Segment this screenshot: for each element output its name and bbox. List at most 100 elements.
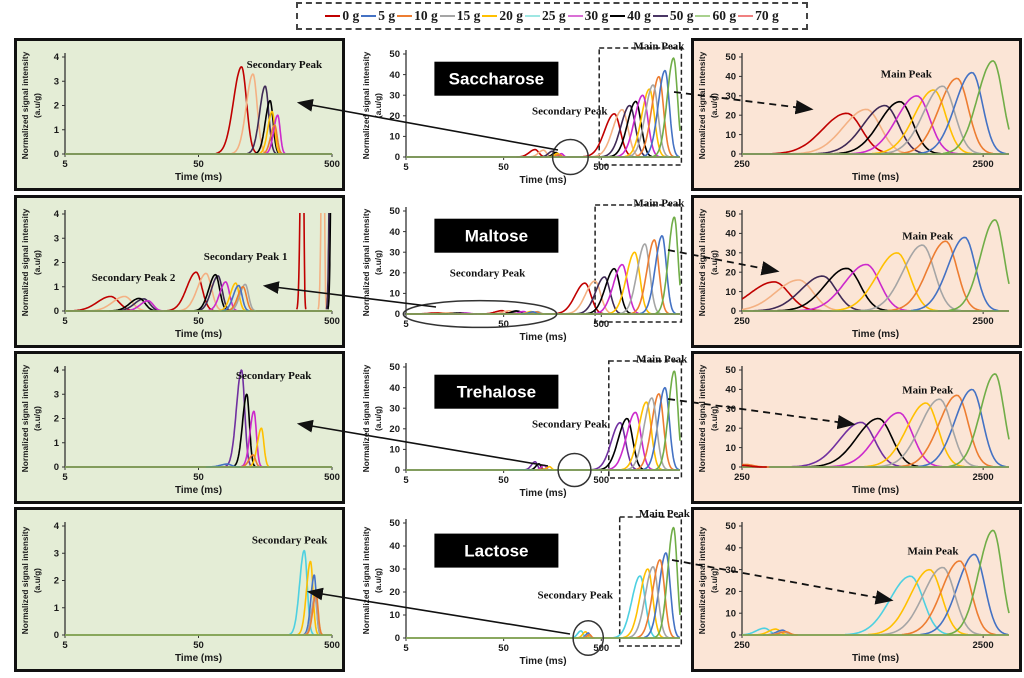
- y-axis-label-units: (a.u/g): [32, 406, 42, 431]
- y-axis-label: Normalized signal intensity: [697, 51, 707, 159]
- curves: [742, 60, 1010, 155]
- trehalose-middle-chart: 0 10 20 30 40 50 5 50 500 Time (ms) Normalized sig…: [361, 354, 688, 499]
- secondary-peak-circle: [572, 619, 605, 657]
- y-tick-label: 0: [395, 152, 400, 163]
- y-tick-label: 20: [389, 587, 400, 598]
- y-tick-label: 10: [389, 289, 400, 300]
- x-tick-label: 500: [593, 319, 609, 330]
- legend-item: 15 g: [439, 8, 480, 24]
- legend-item-label: 25 g: [541, 8, 566, 23]
- peak-annotation: Secondary Peak: [532, 419, 608, 431]
- y-tick-label: 40: [389, 541, 400, 552]
- saccharose-left-chart: 0 1 2 3 4 5 50 500 Time (ms) Normalized signal in…: [20, 51, 340, 183]
- x-tick-label: 500: [324, 316, 340, 327]
- legend-item-label: 20 g: [499, 8, 523, 23]
- y-tick-label: 50: [725, 365, 736, 376]
- y-tick-label: 0: [395, 309, 400, 320]
- legend-item-label: 70 g: [755, 8, 779, 23]
- x-tick-label: 5: [62, 472, 68, 483]
- sugar-title: Trehalose: [457, 383, 536, 402]
- curves: [65, 66, 332, 155]
- x-axis-label: Time (ms): [175, 172, 222, 183]
- x-axis-label: Time (ms): [175, 329, 222, 340]
- y-axis-label-units: (a.u/g): [373, 568, 383, 593]
- sugar-title: Lactose: [464, 542, 528, 561]
- peak-annotation: Main Peak: [636, 354, 688, 366]
- legend-item: 70 g: [738, 8, 779, 24]
- peak-annotation: Main Peak: [908, 546, 960, 558]
- y-tick-label: 0: [731, 306, 736, 317]
- y-tick-label: 30: [389, 403, 400, 414]
- peak-annotation: Secondary Peak: [450, 268, 526, 280]
- y-tick-label: 10: [725, 130, 736, 141]
- x-tick-label: 2500: [973, 472, 994, 483]
- y-tick-label: 40: [725, 72, 736, 83]
- y-axis-label-units: (a.u/g): [32, 250, 42, 275]
- peak-annotation: Main Peak: [633, 41, 685, 53]
- maltose-middle-chart: 0 10 20 30 40 50 5 50 500 Time (ms) Normalized sig…: [361, 198, 685, 343]
- sugar-title: Saccharose: [449, 70, 544, 89]
- peak-annotation: Main Peak: [639, 508, 690, 520]
- panel-lactose-left: 0 1 2 3 4 5 50 500 Time (ms) Normalized signal in…: [14, 507, 345, 672]
- y-tick-label: 40: [725, 543, 736, 554]
- y-tick-label: 2: [54, 576, 59, 587]
- x-tick-label: 2500: [973, 316, 994, 327]
- legend-color-dash-icon: [524, 15, 540, 17]
- legend-item: 5 g: [361, 8, 395, 24]
- y-tick-label: 50: [725, 209, 736, 220]
- y-tick-label: 3: [54, 77, 59, 88]
- legend-color-dash-icon: [439, 15, 455, 17]
- curves: [65, 213, 332, 312]
- y-axis-label-units: (a.u/g): [373, 406, 383, 431]
- y-axis-label-units: (a.u/g): [373, 250, 383, 275]
- x-tick-label: 250: [734, 640, 750, 651]
- secondary-peak-circle: [557, 452, 592, 488]
- y-tick-label: 0: [54, 306, 59, 317]
- x-axis-label: Time (ms): [519, 332, 566, 343]
- y-axis-label: Normalized signal intensity: [697, 526, 707, 634]
- panel-lactose-right: 0 10 20 30 40 50 250 2500 Time (ms) Normalized si…: [691, 507, 1022, 672]
- x-tick-label: 5: [403, 162, 409, 173]
- x-axis-label: Time (ms): [852, 329, 899, 340]
- sugar-title-box: [434, 374, 559, 409]
- curves: [406, 57, 681, 158]
- legend-item: 10 g: [397, 8, 438, 24]
- x-axis-label: Time (ms): [852, 172, 899, 183]
- curves: [406, 216, 681, 315]
- y-tick-label: 50: [725, 52, 736, 63]
- curves: [406, 526, 681, 639]
- y-tick-label: 30: [389, 564, 400, 575]
- x-tick-label: 50: [498, 643, 509, 654]
- y-tick-label: 1: [54, 438, 60, 449]
- y-axis-label: Normalized signal intensity: [20, 364, 30, 472]
- y-tick-label: 30: [389, 247, 400, 258]
- trehalose-right-chart: 0 10 20 30 40 50 250 2500 Time (ms) Normalized si…: [697, 364, 1010, 496]
- legend-item-label: 60 g: [712, 8, 737, 23]
- x-axis-label: Time (ms): [175, 653, 222, 664]
- y-axis-label: Normalized signal intensity: [361, 208, 371, 316]
- panel-maltose-middle: 0 10 20 30 40 50 5 50 500 Time (ms) Normalized sig…: [358, 195, 690, 348]
- y-tick-label: 20: [389, 424, 400, 435]
- y-tick-label: 4: [54, 521, 60, 532]
- secondary-peak-circle: [551, 138, 589, 176]
- y-tick-label: 50: [389, 49, 400, 60]
- peak-annotation: Secondary Peak: [252, 535, 328, 547]
- peak-annotation: Main Peak: [633, 198, 685, 210]
- y-tick-label: 20: [725, 423, 736, 434]
- y-tick-label: 0: [54, 149, 59, 160]
- y-axis-label-units: (a.u/g): [32, 93, 42, 118]
- y-tick-label: 4: [54, 365, 60, 376]
- legend-item: 20 g: [482, 8, 523, 24]
- y-tick-label: 2: [54, 258, 59, 269]
- x-tick-label: 5: [403, 475, 409, 486]
- y-tick-label: 30: [725, 404, 736, 415]
- legend-item-label: 5 g: [378, 8, 396, 23]
- panel-maltose-right: 0 10 20 30 40 50 250 2500 Time (ms) Normalized si…: [691, 195, 1022, 348]
- x-tick-label: 50: [498, 319, 509, 330]
- y-axis-label: Normalized signal intensity: [20, 208, 30, 316]
- x-axis-label: Time (ms): [852, 653, 899, 664]
- y-tick-label: 0: [54, 462, 59, 473]
- y-axis-label: Normalized signal intensity: [361, 526, 371, 634]
- y-axis-label-units: (a.u/g): [709, 568, 719, 593]
- sugar-title-box: [434, 218, 559, 253]
